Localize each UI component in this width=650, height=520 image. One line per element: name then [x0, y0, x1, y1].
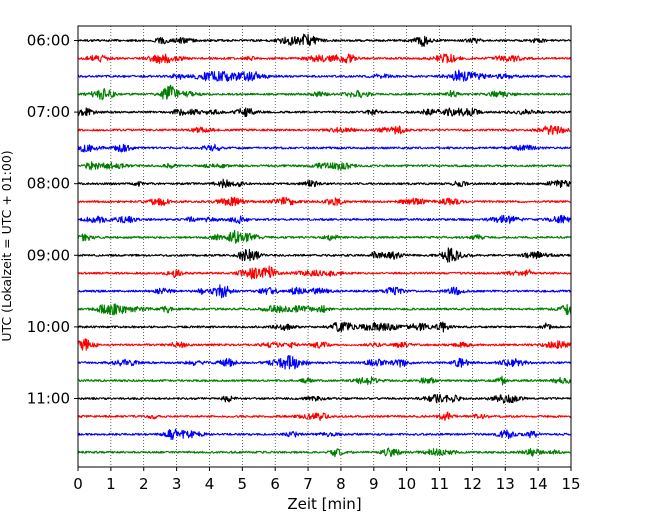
x-tick-label: 10	[397, 475, 416, 493]
trace-layer	[77, 33, 572, 458]
x-tick-label: 6	[270, 475, 280, 493]
seismogram-trace-1115	[77, 411, 572, 422]
seismogram-trace-1000	[77, 321, 572, 333]
seismogram-trace-1030	[77, 355, 572, 370]
seismogram-trace-0945	[77, 303, 572, 316]
seismogram-trace-0830	[77, 214, 572, 225]
x-tick-label: 0	[73, 475, 83, 493]
y-tick-label: 08:00	[27, 175, 70, 193]
seismogram-trace-1015	[77, 338, 572, 351]
x-tick-label: 8	[336, 475, 346, 493]
y-tick-label: 07:00	[27, 103, 70, 121]
x-tick-label: 5	[238, 475, 248, 493]
seismogram-trace-0600	[77, 33, 572, 48]
seismogram-trace-0615	[77, 53, 572, 65]
x-tick-label: 11	[430, 475, 449, 493]
seismogram-trace-0730	[77, 143, 572, 153]
seismogram-trace-0700	[77, 107, 572, 118]
y-tick-label: 09:00	[27, 246, 70, 264]
seismogram-trace-1130	[77, 428, 572, 441]
x-tick-label: 3	[172, 475, 182, 493]
y-axis-ticks: 06:00 07:00 08:00 09:00 10:00 11:00	[27, 32, 78, 408]
seismogram-trace-1145	[77, 447, 572, 458]
x-tick-label: 9	[369, 475, 379, 493]
seismogram-trace-1045	[77, 375, 572, 386]
x-tick-label: 14	[529, 475, 548, 493]
y-tick-label: 10:00	[27, 318, 70, 336]
seismogram-trace-0930	[77, 284, 572, 299]
seismogram-trace-0845	[77, 229, 572, 244]
x-axis-label: Zeit [min]	[287, 495, 361, 513]
y-tick-label: 11:00	[27, 390, 70, 408]
x-tick-label: 7	[303, 475, 313, 493]
plot-frame	[77, 25, 572, 468]
x-tick-label: 2	[139, 475, 149, 493]
seismogram-trace-0630	[77, 69, 572, 82]
seismogram-trace-0915	[77, 265, 572, 280]
seismogram-trace-0800	[77, 178, 572, 189]
x-tick-label: 12	[463, 475, 482, 493]
seismogram-trace-1100	[77, 393, 572, 404]
x-tick-label: 4	[205, 475, 215, 493]
seismogram-trace-0645	[77, 84, 572, 101]
y-axis-label: UTC (Lokalzeit = UTC + 01:00)	[0, 150, 14, 341]
x-tick-label: 15	[561, 475, 580, 493]
seismogram-trace-0900	[77, 247, 572, 263]
x-tick-label: 13	[496, 475, 515, 493]
x-tick-label: 1	[106, 475, 116, 493]
x-axis-ticks: 0 1 2 3 4 5 6 7 8 9 10 11 12 13 14 15	[73, 467, 581, 493]
seismogram-trace-0715	[77, 125, 572, 135]
y-tick-label: 06:00	[27, 32, 70, 50]
seismogram-trace-0745	[77, 161, 572, 171]
seismogram-trace-0815	[77, 196, 572, 207]
